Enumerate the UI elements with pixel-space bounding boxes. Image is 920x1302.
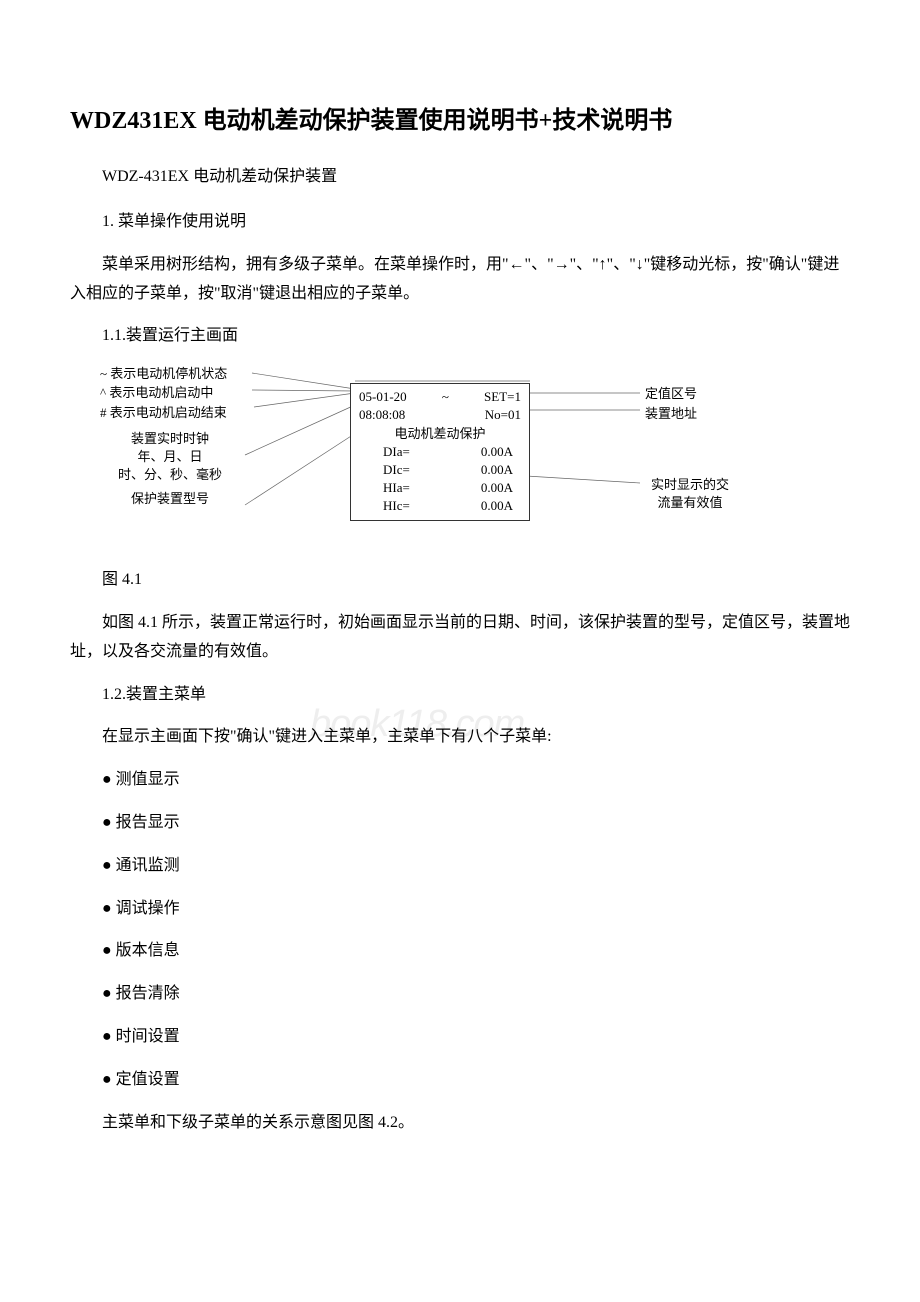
legend-started-status: # 表示电动机启动结束 <box>100 404 300 422</box>
label-device-addr: 装置地址 <box>645 405 735 423</box>
section-1-2-heading: 1.2.装置主菜单 <box>70 681 850 710</box>
legend-stop-status: ~ 表示电动机停机状态 <box>100 365 300 383</box>
lcd-set: SET=1 <box>484 388 521 406</box>
menu-item-1: ● 报告显示 <box>70 809 850 838</box>
lcd-time: 08:08:08 <box>359 406 405 424</box>
lcd-addr: No=01 <box>485 406 521 424</box>
left-legend: ~ 表示电动机停机状态 ^ 表示电动机启动中 # 表示电动机启动结束 装置实时时… <box>100 365 300 508</box>
lcd-screen: 05-01-20 ~ SET=1 08:08:08 No=01 电动机差动保护 … <box>350 383 530 521</box>
lcd-status-symbol: ~ <box>442 388 449 406</box>
right-legend: 定值区号 装置地址 实时显示的交 流量有效值 <box>645 385 735 512</box>
lcd-value-1: 0.00A <box>443 461 513 479</box>
lcd-value-2: 0.00A <box>443 479 513 497</box>
lcd-row-1: 05-01-20 ~ SET=1 <box>359 388 521 406</box>
lcd-label-0: DIa= <box>383 443 443 461</box>
lcd-value-row-0: DIa= 0.00A <box>359 443 521 461</box>
legend-clock-time: 时、分、秒、毫秒 <box>100 466 240 484</box>
menu-item-5: ● 报告清除 <box>70 980 850 1009</box>
menu-item-3: ● 调试操作 <box>70 895 850 924</box>
label-realtime-group: 实时显示的交 流量有效值 <box>645 476 735 512</box>
label-realtime-2: 流量有效值 <box>645 494 735 512</box>
legend-clock-date: 年、月、日 <box>100 448 240 466</box>
legend-model: 保护装置型号 <box>100 490 240 508</box>
lcd-diagram: ~ 表示电动机停机状态 ^ 表示电动机启动中 # 表示电动机启动结束 装置实时时… <box>100 365 850 560</box>
lcd-label-3: HIc= <box>383 497 443 515</box>
legend-clock-title: 装置实时时钟 <box>100 430 240 448</box>
menu-item-6: ● 时间设置 <box>70 1023 850 1052</box>
section-1-heading: 1. 菜单操作使用说明 <box>70 208 850 237</box>
legend-starting-status: ^ 表示电动机启动中 <box>100 384 300 402</box>
lcd-label-2: HIa= <box>383 479 443 497</box>
menu-description-paragraph: 菜单采用树形结构，拥有多级子菜单。在菜单操作时，用"←"、"→"、"↑"、"↓"… <box>70 251 850 309</box>
document-title: WDZ431EX 电动机差动保护装置使用说明书+技术说明书 <box>70 100 850 143</box>
lcd-value-3: 0.00A <box>443 497 513 515</box>
lcd-value-row-3: HIc= 0.00A <box>359 497 521 515</box>
lcd-value-row-1: DIc= 0.00A <box>359 461 521 479</box>
lcd-value-0: 0.00A <box>443 443 513 461</box>
lcd-device-name: 电动机差动保护 <box>359 425 521 443</box>
submenu-intro-paragraph: 在显示主画面下按"确认"键进入主菜单，主菜单下有八个子菜单: <box>70 723 850 752</box>
figure-caption: 图 4.1 <box>70 566 850 595</box>
label-set-zone: 定值区号 <box>645 385 735 403</box>
closing-paragraph: 主菜单和下级子菜单的关系示意图见图 4.2。 <box>70 1109 850 1138</box>
menu-item-4: ● 版本信息 <box>70 937 850 966</box>
figure-description-paragraph: 如图 4.1 所示，装置正常运行时，初始画面显示当前的日期、时间，该保护装置的型… <box>70 609 850 667</box>
device-subtitle: WDZ-431EX 电动机差动保护装置 <box>70 163 850 192</box>
legend-clock: 装置实时时钟 年、月、日 时、分、秒、毫秒 <box>100 430 240 485</box>
menu-item-7: ● 定值设置 <box>70 1066 850 1095</box>
lcd-row-2: 08:08:08 No=01 <box>359 406 521 424</box>
lcd-value-row-2: HIa= 0.00A <box>359 479 521 497</box>
menu-item-2: ● 通讯监测 <box>70 852 850 881</box>
menu-item-0: ● 测值显示 <box>70 766 850 795</box>
section-1-1-heading: 1.1.装置运行主画面 <box>70 322 850 351</box>
lcd-date: 05-01-20 <box>359 388 407 406</box>
label-realtime-1: 实时显示的交 <box>645 476 735 494</box>
lcd-label-1: DIc= <box>383 461 443 479</box>
